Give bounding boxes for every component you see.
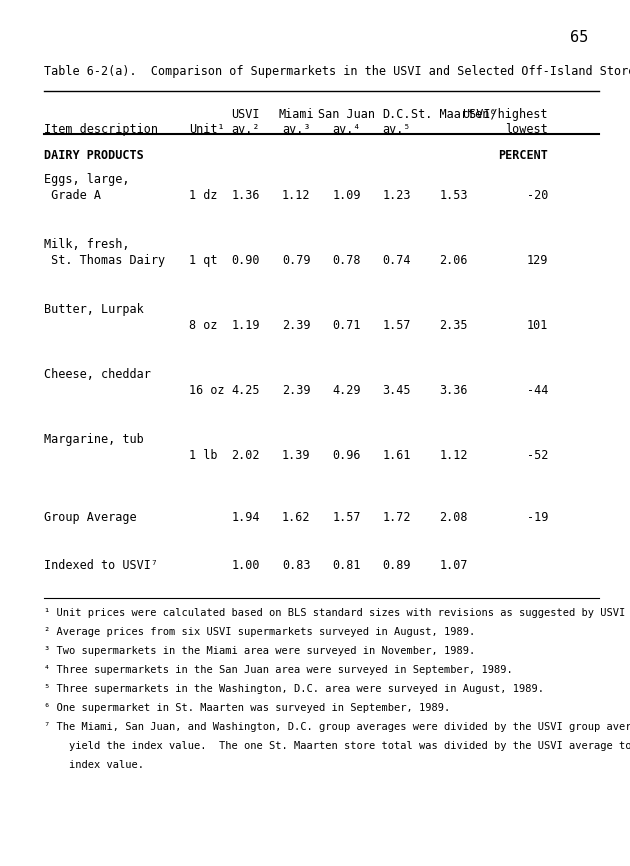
Text: Miami: Miami [278, 108, 314, 121]
Text: 1.09: 1.09 [332, 189, 361, 202]
Text: 3.36: 3.36 [439, 384, 468, 397]
Text: 1 lb: 1 lb [189, 449, 217, 462]
Text: 65: 65 [571, 30, 588, 45]
Text: index value.: index value. [44, 760, 144, 771]
Text: 101: 101 [527, 319, 548, 332]
Text: -19: -19 [527, 511, 548, 524]
Text: ³ Two supermarkets in the Miami area were surveyed in November, 1989.: ³ Two supermarkets in the Miami area wer… [44, 646, 476, 656]
Text: 2.35: 2.35 [439, 319, 468, 332]
Text: 8 oz: 8 oz [189, 319, 217, 332]
Text: 16 oz: 16 oz [189, 384, 225, 397]
Text: DAIRY PRODUCTS: DAIRY PRODUCTS [44, 149, 144, 162]
Text: 2.39: 2.39 [282, 384, 311, 397]
Text: 1.57: 1.57 [332, 511, 361, 524]
Text: San Juan: San Juan [318, 108, 375, 121]
Text: Eggs, large,: Eggs, large, [44, 173, 130, 186]
Text: 0.89: 0.89 [382, 559, 411, 572]
Text: D.C.: D.C. [382, 108, 411, 121]
Text: Group Average: Group Average [44, 511, 137, 524]
Text: 1.12: 1.12 [439, 449, 468, 462]
Text: Table 6-2(a).  Comparison of Supermarkets in the USVI and Selected Off-Island St: Table 6-2(a). Comparison of Supermarkets… [44, 65, 630, 78]
Text: 0.81: 0.81 [332, 559, 361, 572]
Text: 2.39: 2.39 [282, 319, 311, 332]
Text: 1.00: 1.00 [231, 559, 260, 572]
Text: Unit¹: Unit¹ [189, 123, 225, 136]
Text: 1.19: 1.19 [231, 319, 260, 332]
Text: Grade A: Grade A [44, 189, 101, 202]
Text: 1.62: 1.62 [282, 511, 311, 524]
Text: 4.29: 4.29 [332, 384, 361, 397]
Text: ⁴ Three supermarkets in the San Juan area were surveyed in September, 1989.: ⁴ Three supermarkets in the San Juan are… [44, 665, 513, 675]
Text: 0.78: 0.78 [332, 254, 361, 267]
Text: 0.74: 0.74 [382, 254, 411, 267]
Text: ⁵ Three supermarkets in the Washington, D.C. area were surveyed in August, 1989.: ⁵ Three supermarkets in the Washington, … [44, 684, 544, 695]
Text: 1.23: 1.23 [382, 189, 411, 202]
Text: -44: -44 [527, 384, 548, 397]
Text: 1.94: 1.94 [231, 511, 260, 524]
Text: 129: 129 [527, 254, 548, 267]
Text: -52: -52 [527, 449, 548, 462]
Text: av.⁵: av.⁵ [382, 123, 411, 136]
Text: USVI: USVI [231, 108, 260, 121]
Text: Cheese, cheddar: Cheese, cheddar [44, 368, 151, 381]
Text: 1 dz: 1 dz [189, 189, 217, 202]
Text: 2.08: 2.08 [439, 511, 468, 524]
Text: 1.36: 1.36 [231, 189, 260, 202]
Text: 0.79: 0.79 [282, 254, 311, 267]
Text: Indexed to USVI⁷: Indexed to USVI⁷ [44, 559, 158, 572]
Text: lowest: lowest [505, 123, 548, 136]
Text: PERCENT: PERCENT [498, 149, 548, 162]
Text: Milk, fresh,: Milk, fresh, [44, 238, 130, 251]
Text: av.²: av.² [231, 123, 260, 136]
Text: 0.90: 0.90 [231, 254, 260, 267]
Text: St. Thomas Dairy: St. Thomas Dairy [44, 254, 165, 267]
Text: 1.12: 1.12 [282, 189, 311, 202]
Text: 4.25: 4.25 [231, 384, 260, 397]
Text: 3.45: 3.45 [382, 384, 411, 397]
Text: 2.02: 2.02 [231, 449, 260, 462]
Text: 0.96: 0.96 [332, 449, 361, 462]
Text: 1.72: 1.72 [382, 511, 411, 524]
Text: av.³: av.³ [282, 123, 311, 136]
Text: 2.06: 2.06 [439, 254, 468, 267]
Text: 0.83: 0.83 [282, 559, 311, 572]
Text: 1.39: 1.39 [282, 449, 311, 462]
Text: 1.53: 1.53 [439, 189, 468, 202]
Text: yield the index value.  The one St. Maarten store total was divided by the USVI : yield the index value. The one St. Maart… [44, 741, 630, 752]
Text: ⁶ One supermarket in St. Maarten was surveyed in September, 1989.: ⁶ One supermarket in St. Maarten was sur… [44, 703, 450, 714]
Text: -20: -20 [527, 189, 548, 202]
Text: 1.07: 1.07 [439, 559, 468, 572]
Text: ² Average prices from six USVI supermarkets surveyed in August, 1989.: ² Average prices from six USVI supermark… [44, 627, 476, 637]
Text: 1 qt: 1 qt [189, 254, 217, 267]
Text: Margarine, tub: Margarine, tub [44, 433, 144, 446]
Text: 1.57: 1.57 [382, 319, 411, 332]
Text: Butter, Lurpak: Butter, Lurpak [44, 303, 144, 316]
Text: av.⁴: av.⁴ [332, 123, 361, 136]
Text: USVI/highest: USVI/highest [462, 108, 548, 121]
Text: St. Maarten⁶: St. Maarten⁶ [411, 108, 496, 121]
Text: ⁷ The Miami, San Juan, and Washington, D.C. group averages were divided by the U: ⁷ The Miami, San Juan, and Washington, D… [44, 722, 630, 733]
Text: Item description: Item description [44, 123, 158, 136]
Text: ¹ Unit prices were calculated based on BLS standard sizes with revisions as sugg: ¹ Unit prices were calculated based on B… [44, 608, 630, 618]
Text: 1.61: 1.61 [382, 449, 411, 462]
Text: 0.71: 0.71 [332, 319, 361, 332]
